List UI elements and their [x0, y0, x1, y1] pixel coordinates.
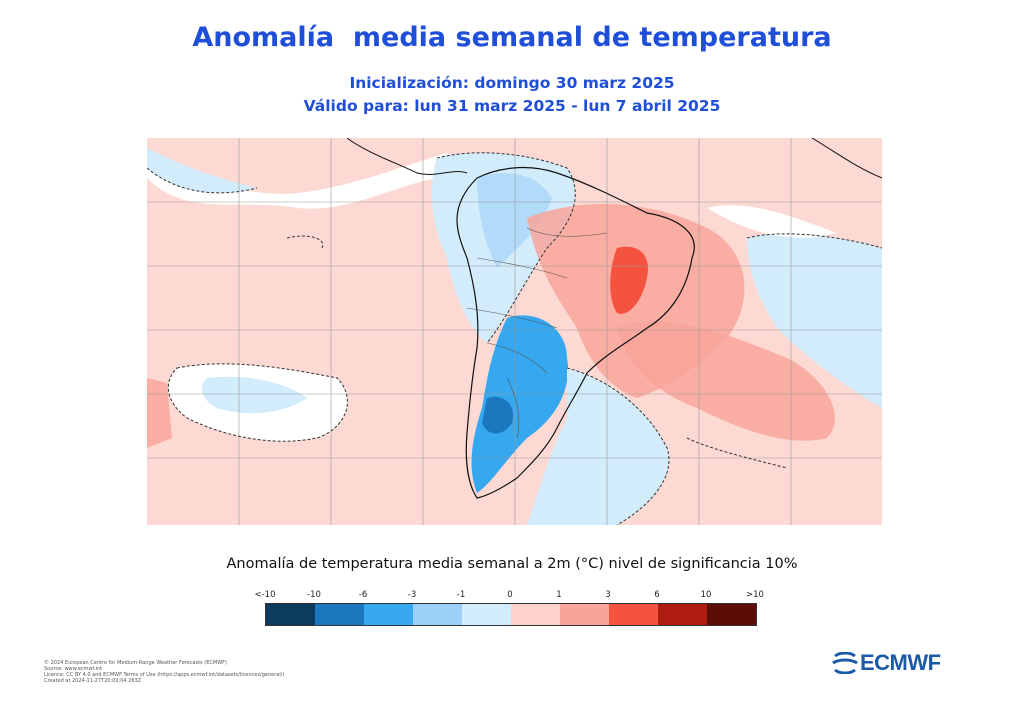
ecmwf-logo: ECMWF	[832, 650, 941, 675]
colorbar-label: 1	[556, 590, 562, 600]
coastline-africa	[811, 138, 882, 179]
colorbar-label: 10	[700, 590, 712, 600]
warm-region-atlantic	[617, 321, 835, 441]
strong-cold-region-patagonia	[482, 396, 513, 434]
cool-region-atlantic-east	[747, 233, 882, 408]
colorbar-swatch	[413, 604, 462, 625]
colorbar-swatch	[658, 604, 707, 625]
colorbar	[265, 603, 757, 626]
colorbar-label: <-10	[254, 590, 276, 600]
footer-line: Licence: CC BY 4.0 and ECMWF Terms of Us…	[44, 672, 285, 678]
cold-region-southern-cone	[471, 315, 568, 493]
colorbar-swatch	[511, 604, 560, 625]
footer-line: Source: www.ecmwf.int	[44, 666, 103, 672]
validity-subtitle: Válido para: lun 31 marz 2025 - lun 7 ab…	[303, 97, 721, 115]
ecmwf-logo-text: ECMWF	[860, 650, 941, 675]
colorbar-swatch	[707, 604, 756, 625]
colorbar-swatch	[609, 604, 658, 625]
colorbar-swatch	[266, 604, 315, 625]
cool-region-pacific-nw	[147, 148, 257, 193]
neutral-region-atlantic	[707, 205, 837, 238]
coastline-central-america	[346, 138, 468, 175]
colorbar-label: 6	[654, 590, 660, 600]
colorbar-title: Anomalía de temperatura media semanal a …	[226, 556, 798, 572]
neutral-region-pacific-north	[147, 153, 477, 209]
cool-region-andes-core	[477, 173, 552, 268]
coastline-south-america	[456, 166, 695, 499]
colorbar-swatch	[560, 604, 609, 625]
initialization-subtitle: Inicialización: domingo 30 marz 2025	[349, 74, 675, 92]
colorbar-swatch	[315, 604, 364, 625]
colorbar-label: -1	[456, 590, 466, 600]
colorbar-label: >10	[746, 590, 764, 600]
colorbar-label: -10	[307, 590, 321, 600]
colorbar-labels: <-10 -10 -6 -3 -1 0 1 3 6 10 >10	[254, 590, 763, 602]
colorbar-label: 3	[605, 590, 611, 600]
cool-region-south-pacific	[201, 376, 307, 414]
warm-region-pacific-west	[147, 378, 172, 448]
map-gridlines	[147, 138, 882, 525]
colorbar-label: 0	[507, 590, 513, 600]
significance-contours	[147, 152, 882, 525]
colorbar-swatch	[364, 604, 413, 625]
page-title: Anomalía media semanal de temperatura	[192, 22, 832, 53]
anomaly-map-svg	[147, 138, 882, 525]
footer-credits: © 2024 European Centre for Medium-Range …	[44, 660, 284, 684]
cool-region-south-atlantic	[527, 368, 669, 525]
colorbar-label: -3	[407, 590, 417, 600]
anomaly-map	[147, 138, 882, 525]
country-borders	[466, 227, 608, 439]
colorbar-label: -6	[358, 590, 368, 600]
strong-warm-region-brazil	[610, 246, 648, 314]
footer-line: © 2024 European Centre for Medium-Range …	[44, 660, 227, 666]
footer-line: Created at 2024-11-27T20:02:04.263Z	[44, 678, 142, 684]
colorbar-swatch	[462, 604, 511, 625]
ecmwf-logo-icon	[832, 652, 858, 674]
